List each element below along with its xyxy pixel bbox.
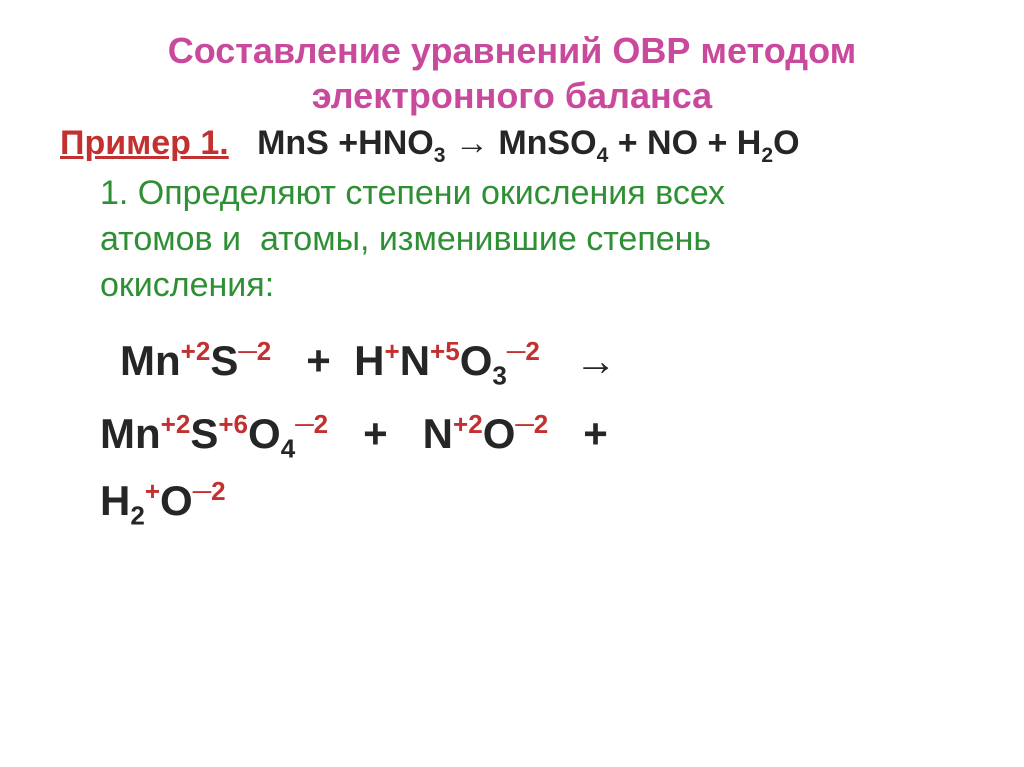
example-reaction: MnS +HNO3 → MnSO4 + NO + H2O: [257, 124, 799, 162]
step-1: 1. Определяют степени окисления всех ато…: [60, 171, 964, 309]
formula-products: Mn+2S+6O4─2 + N+2O─2 + H2+O─2: [60, 400, 964, 534]
formula-products-l2: H2+O─2: [100, 477, 226, 524]
step-1-number: 1.: [100, 174, 128, 212]
title-line-1: Составление уравнений ОВР методом: [168, 30, 856, 71]
example-label: Пример 1.: [60, 124, 229, 162]
example-spacer: [229, 124, 257, 162]
slide-title: Составление уравнений ОВР методом электр…: [60, 28, 964, 118]
step-1-text-l2: атомов и атомы, изменившие степень: [100, 220, 711, 258]
formula-reactants: Mn+2S─2 + H+N+5O3─2 →: [60, 327, 964, 394]
slide: Составление уравнений ОВР методом электр…: [0, 0, 1024, 767]
step-1-text-l1: Определяют степени окисления всех: [128, 174, 725, 212]
title-line-2: электронного баланса: [312, 75, 712, 116]
example-line: Пример 1. MnS +HNO3 → MnSO4 + NO + H2O: [60, 124, 964, 163]
formula-products-l1: Mn+2S+6O4─2 + N+2O─2 +: [100, 410, 608, 457]
step-1-text-l3: окисления:: [100, 266, 274, 304]
